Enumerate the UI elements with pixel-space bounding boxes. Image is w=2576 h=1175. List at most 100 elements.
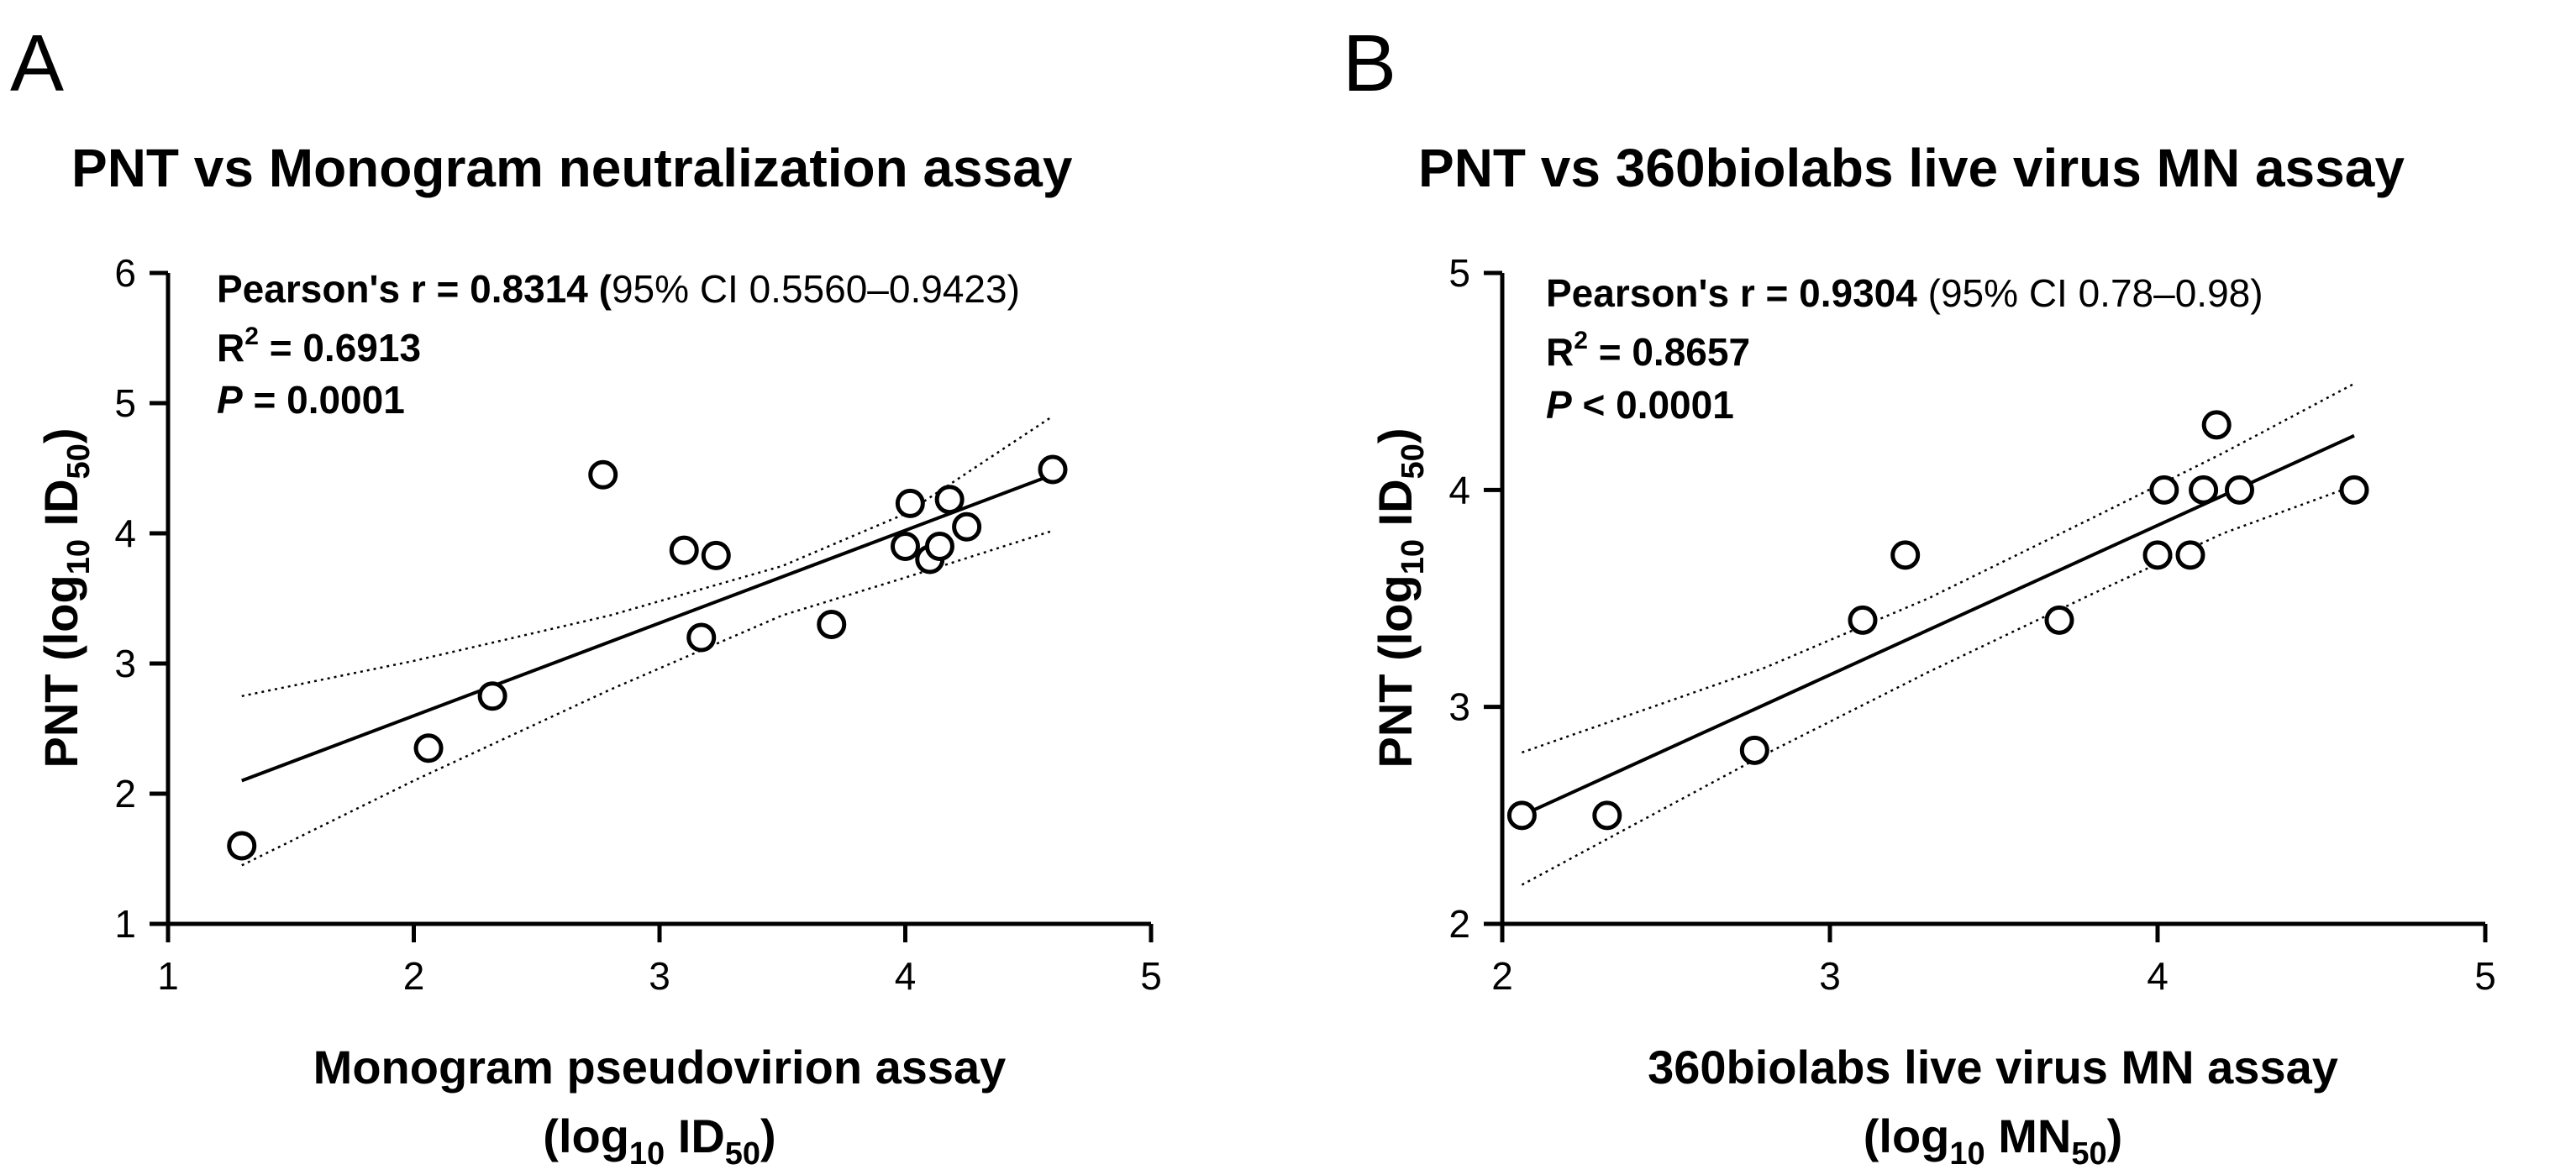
- stats-r2-a: R2 = 0.6913: [217, 323, 421, 370]
- x-tick-label-a: 4: [895, 954, 917, 998]
- x-axis-label-line1-a: Monogram pseudovirion assay: [313, 1041, 1007, 1094]
- data-point-a: [817, 610, 847, 639]
- x-label-main-a: (log: [543, 1109, 629, 1162]
- p-value-b: < 0.0001: [1572, 383, 1734, 427]
- p-value-a: = 0.0001: [243, 378, 405, 422]
- data-point-b: [2189, 475, 2219, 505]
- y-tick-label-b: 5: [1448, 251, 1470, 295]
- stats-p-a: P = 0.0001: [217, 378, 405, 422]
- y-label-sub2-a: 50: [61, 443, 97, 479]
- regression-line-b: [1521, 433, 2355, 817]
- y-tick-label-b: 3: [1448, 685, 1470, 729]
- y-tick-label-a: 6: [114, 251, 136, 295]
- data-point-a: [477, 681, 507, 711]
- data-point-b: [2149, 475, 2179, 505]
- panel-b: B PNT vs 360biolabs live virus MN assay …: [1343, 18, 2496, 1172]
- x-label-end-a: ): [760, 1109, 776, 1162]
- x-tick-label-a: 3: [649, 954, 670, 998]
- data-point-b: [2339, 475, 2369, 505]
- stats-p-b: P < 0.0001: [1546, 383, 1734, 427]
- y-tick-label-a: 4: [114, 511, 136, 555]
- data-points-a: [227, 454, 1068, 861]
- r2-label-b: R: [1546, 330, 1574, 374]
- r2-label-a: R: [217, 326, 244, 370]
- x-tick-label-a: 2: [403, 954, 425, 998]
- data-point-a: [952, 511, 982, 542]
- fit-line-a: [241, 473, 1054, 783]
- ci-lower-band-b: [1521, 485, 2355, 886]
- y-tick-label-a: 5: [114, 381, 136, 425]
- data-point-b: [2225, 475, 2254, 505]
- data-point-b: [2044, 605, 2074, 635]
- data-point-a: [227, 831, 257, 861]
- confidence-bands-b: [1521, 382, 2355, 886]
- chart-title-a: PNT vs Monogram neutralization assay: [71, 138, 1073, 198]
- stats-pearson-b: Pearson's r = 0.9304 (95% CI 0.78–0.98): [1546, 271, 2263, 315]
- ci-lower-band-a: [241, 529, 1054, 867]
- ci-upper-band-b: [1521, 382, 2355, 754]
- y-label-sub-a: 10: [61, 539, 97, 574]
- data-point-b: [2201, 410, 2232, 440]
- x-tick-label-b: 4: [2147, 954, 2169, 998]
- x-tick-label-b: 3: [1819, 954, 1841, 998]
- panel-letter-b: B: [1343, 18, 1396, 108]
- data-point-b: [1506, 800, 1537, 831]
- pearson-value-b: 0.9304: [1799, 271, 1917, 315]
- data-point-b: [1739, 735, 1769, 765]
- data-point-a: [686, 622, 717, 653]
- data-point-b: [2142, 540, 2173, 570]
- x-tick-label-a: 1: [157, 954, 179, 998]
- x-axis-label-line1-b: 360biolabs live virus MN assay: [1648, 1041, 2338, 1094]
- y-tick-label-b: 2: [1448, 902, 1470, 946]
- x-axis-label-line2-b: (log10 MN50): [1864, 1109, 2123, 1172]
- x-label-end-b: ): [2107, 1109, 2123, 1162]
- data-point-a: [891, 532, 920, 561]
- y-label-main-a: PNT (log: [34, 574, 87, 768]
- data-point-b: [2175, 540, 2205, 570]
- x-label-main-b: (log: [1864, 1109, 1950, 1162]
- pearson-label-b: Pearson's r =: [1546, 271, 1799, 315]
- stats-pearson-a: Pearson's r = 0.8314 (95% CI 0.5560–0.94…: [217, 267, 1020, 311]
- y-label-sub-b: 10: [1396, 539, 1431, 574]
- axis-ticks-b: 2 3 4 5 2 3 4 5: [1448, 251, 2495, 998]
- fit-line-b: [1521, 433, 2355, 817]
- y-tick-label-b: 4: [1448, 468, 1470, 511]
- y-label-end-a: ): [34, 428, 87, 444]
- pearson-ci-b: 95% CI 0.78–0.98): [1941, 271, 2263, 315]
- y-tick-label-a: 2: [114, 772, 136, 816]
- stats-r2-b: R2 = 0.8657: [1546, 327, 1750, 374]
- data-point-a: [588, 459, 618, 490]
- data-point-a: [413, 733, 444, 763]
- data-point-b: [1848, 605, 1878, 635]
- pearson-label-a: Pearson's r =: [217, 267, 470, 311]
- data-point-a: [895, 488, 925, 518]
- data-point-b: [1592, 800, 1622, 831]
- pearson-open-b: (: [1917, 271, 1942, 315]
- pearson-value-a: 0.8314: [470, 267, 588, 311]
- data-point-a: [701, 540, 731, 570]
- data-points-b: [1506, 410, 2369, 831]
- x-tick-label-a: 5: [1140, 954, 1162, 998]
- x-label-mid-b: MN: [1985, 1109, 2072, 1162]
- data-point-b: [1890, 540, 1921, 570]
- x-label-sub2-b: 50: [2071, 1136, 2106, 1172]
- p-label-b: P: [1546, 383, 1572, 427]
- x-tick-label-b: 2: [1491, 954, 1513, 998]
- p-label-a: P: [217, 378, 243, 422]
- y-label-sub2-b: 50: [1396, 443, 1431, 479]
- panel-letter-a: A: [10, 18, 64, 108]
- pearson-ci-a: 95% CI 0.5560–0.9423): [612, 267, 1020, 311]
- panel-a: A PNT vs Monogram neutralization assay P…: [10, 18, 1162, 1172]
- data-point-a: [934, 485, 965, 515]
- x-label-sub-a: 10: [629, 1136, 665, 1172]
- data-point-a: [924, 532, 954, 561]
- data-point-a: [669, 535, 699, 565]
- regression-line-a: [241, 473, 1054, 783]
- y-axis-label-a: PNT (log10 ID50): [34, 428, 97, 768]
- y-label-main-b: PNT (log: [1369, 574, 1422, 768]
- x-axis-label-line2-a: (log10 ID50): [543, 1109, 775, 1172]
- axis-ticks-a: 1 2 3 4 5 1 2 3 4 5 6: [114, 251, 1161, 998]
- y-axis-label-b: PNT (log10 ID50): [1369, 428, 1431, 768]
- x-label-sub-b: 10: [1949, 1136, 1985, 1172]
- ci-upper-band-a: [241, 415, 1054, 698]
